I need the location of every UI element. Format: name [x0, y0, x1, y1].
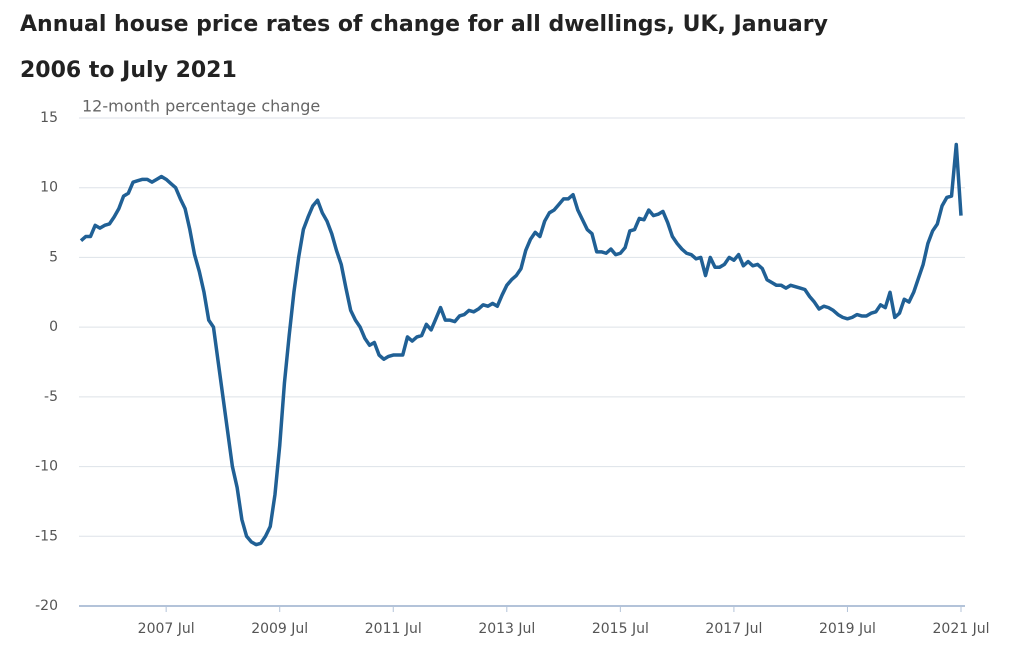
y-tick-label: -20 — [35, 598, 58, 614]
y-tick-label: -5 — [44, 389, 58, 405]
y-tick-label: -15 — [35, 528, 58, 544]
data-line — [79, 142, 963, 547]
x-tick-label: 2009 Jul — [251, 621, 308, 637]
x-tick-label: 2007 Jul — [138, 621, 195, 637]
x-tick-label: 2021 Jul — [933, 621, 990, 637]
x-tick-label: 2013 Jul — [478, 621, 535, 637]
chart-title: Annual house price rates of change for a… — [20, 12, 828, 83]
y-tick-label: 10 — [40, 180, 58, 196]
y-tick-label: 0 — [49, 319, 58, 335]
x-tick-label: 2011 Jul — [365, 621, 422, 637]
y-tick-label: -10 — [35, 459, 58, 475]
y-axis-label: 12-month percentage change — [82, 97, 320, 116]
x-tick-label: 2015 Jul — [592, 621, 649, 637]
y-tick-label: 15 — [40, 110, 58, 126]
y-tick-label: 5 — [49, 249, 58, 265]
x-tick-label: 2017 Jul — [705, 621, 762, 637]
x-tick-label: 2019 Jul — [819, 621, 876, 637]
